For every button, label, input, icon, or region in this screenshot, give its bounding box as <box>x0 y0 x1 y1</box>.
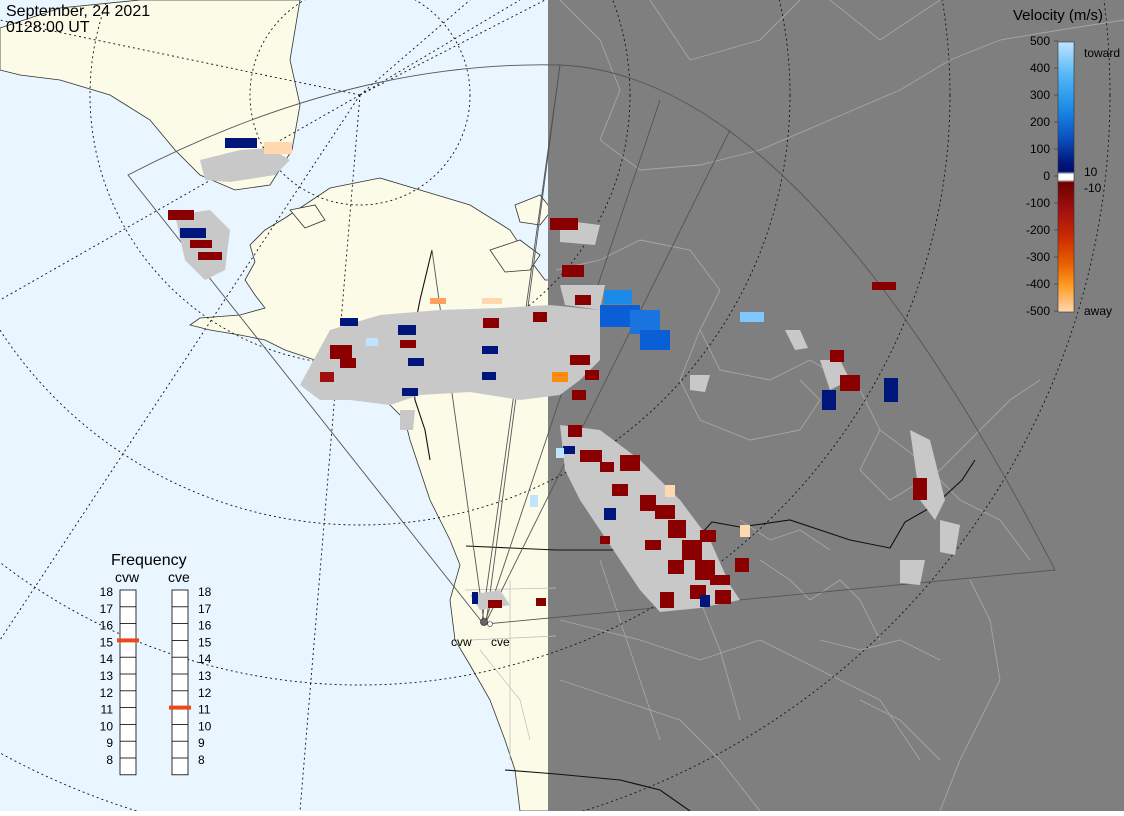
frequency-column <box>171 589 189 776</box>
legend-tick-label: -100 <box>1026 196 1050 210</box>
frequency-tick-label: 16 <box>100 619 114 633</box>
velocity-cells-toward <box>180 138 898 607</box>
frequency-tick-label: 9 <box>106 736 113 750</box>
frequency-tick-label: 11 <box>101 703 114 717</box>
frequency-title: Frequency <box>111 552 187 569</box>
legend-near-zero-pos: 10 <box>1084 165 1098 179</box>
frequency-scale-cve: 18 17 16 15 14 13 12 11 10 9 8 <box>169 585 212 776</box>
legend-away-label: away <box>1084 304 1112 318</box>
frequency-scale-cvw: 18 17 16 15 14 13 12 11 10 9 8 <box>100 585 139 776</box>
velocity-cells-away <box>168 142 927 608</box>
frequency-tick-label: 8 <box>198 753 205 767</box>
frequency-tick-label: 9 <box>198 736 205 750</box>
frequency-tick-label: 16 <box>198 619 212 633</box>
frequency-tick-label: 15 <box>100 635 114 649</box>
frequency-tick-label: 8 <box>106 753 113 767</box>
legend-tick-label: 0 <box>1043 169 1050 183</box>
frequency-tick-label: 14 <box>100 652 114 666</box>
frequency-tick-label: 13 <box>198 669 212 683</box>
fov-cve <box>485 64 1056 625</box>
legend-tick-label: 100 <box>1030 142 1050 156</box>
frequency-tick-label: 18 <box>198 585 212 599</box>
velocity-legend: Velocity (m/s) 500 400 300 200 100 0 -100 -200 -… <box>1013 7 1120 318</box>
frequency-marker-cve <box>169 705 191 710</box>
legend-toward-label: toward <box>1084 46 1120 60</box>
legend-colorbar <box>1057 41 1075 313</box>
site-label-cvw: cvw <box>451 635 472 649</box>
land-arctic-island-a <box>489 239 541 273</box>
frequency-tick-label: 11 <box>198 703 211 717</box>
border-us-mexico <box>504 769 691 812</box>
legend-near-zero-neg: -10 <box>1084 181 1102 195</box>
legend-tick-label: -400 <box>1026 277 1050 291</box>
frequency-tick-label: 13 <box>100 669 114 683</box>
site-label-cve: cve <box>491 635 510 649</box>
legend-tick-label: 400 <box>1030 61 1050 75</box>
legend-tick-label: -200 <box>1026 223 1050 237</box>
frequency-column <box>119 589 137 776</box>
site-marker-cvw <box>480 618 488 626</box>
time-label: 0128:00 UT <box>6 19 90 36</box>
frequency-tick-label: 14 <box>198 652 212 666</box>
frequency-tick-label: 17 <box>198 602 212 616</box>
frequency-panel: Frequency cvw cve 18 17 16 15 14 13 12 11 10 9 8 1… <box>100 552 212 776</box>
land-arctic-island-c <box>289 204 326 229</box>
timestamp: September, 24 2021 0128:00 UT <box>6 3 150 36</box>
date-label: September, 24 2021 <box>6 3 150 20</box>
frequency-tick-label: 12 <box>198 686 212 700</box>
frequency-marker-cvw <box>117 638 139 643</box>
frequency-radar-cvw: cvw <box>115 569 140 585</box>
frequency-tick-label: 12 <box>100 686 114 700</box>
legend-tick-label: -500 <box>1026 304 1050 318</box>
frequency-radar-cve: cve <box>168 569 190 585</box>
frequency-tick-label: 10 <box>100 719 114 733</box>
legend-tick-label: 200 <box>1030 115 1050 129</box>
frequency-tick-label: 15 <box>198 635 212 649</box>
legend-tick-label: 500 <box>1030 34 1050 48</box>
state-lines-day <box>464 580 557 760</box>
longitude-grid <box>0 0 546 812</box>
legend-tick-label: -300 <box>1026 250 1050 264</box>
frequency-tick-label: 17 <box>100 602 114 616</box>
land-arctic-island-b <box>514 194 553 226</box>
fov-cvw <box>127 64 561 624</box>
frequency-tick-label: 10 <box>198 719 212 733</box>
legend-tick-labels: 500 400 300 200 100 0 -100 -200 -300 -400 -500 <box>1026 34 1058 318</box>
legend-title: Velocity (m/s) <box>1013 7 1103 24</box>
night-coastlines <box>555 0 1124 812</box>
radar-sites: cvw cve <box>451 618 510 649</box>
legend-tick-label: 300 <box>1030 88 1050 102</box>
frequency-tick-label: 18 <box>100 585 114 599</box>
site-marker-cve <box>487 621 493 627</box>
